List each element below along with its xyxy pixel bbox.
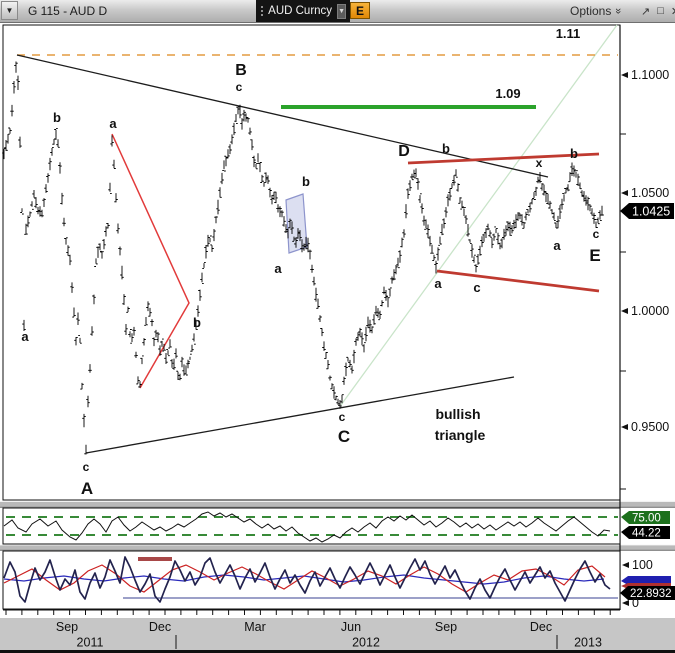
last-price-tag [620,203,674,219]
price-tick-label: 0.9500 [631,420,669,434]
month-label-Jun: Jun [341,620,361,634]
wave-annotation-a: a [434,276,442,291]
wave-annotation-c: c [339,410,346,424]
upper-triangle-trendline [16,54,549,178]
wave-annotation-c: c [236,80,243,94]
month-label-Dec: Dec [530,620,552,634]
date-axis-band [0,618,675,650]
options-label[interactable]: Options [570,4,612,18]
wave-annotation-b: b [570,146,578,161]
stoch-current-tag [620,586,675,600]
maximize-icon[interactable]: □ [657,5,664,17]
lower-triangle-trendline [85,376,515,454]
wave-annotation-x: x [536,156,543,170]
wave-annotation-C: C [338,427,350,446]
price-tick-label: 1.0500 [631,186,669,200]
year-label-2012: 2012 [352,636,380,650]
price-tick-arrow [621,308,628,314]
wave-annotation-b: b [302,174,310,189]
security-selector[interactable]: AUD Curncy ▼ [256,0,350,22]
wave-annotation-c: c [83,460,90,474]
rsi-current-tag-label: 44.22 [632,528,661,540]
panel-separator[interactable] [0,500,675,509]
wave-annotation-b: b [193,315,201,330]
upper-red-trendline [407,152,600,165]
options-chevron-icon[interactable]: » [612,7,625,15]
stoch-blue-tag [621,576,671,585]
title-bar: ▼ G 115 - AUD D AUD Curncy ▼ E Options »… [0,0,675,23]
rsi-panel[interactable] [2,507,621,545]
year-label-2011: 2011 [77,636,104,650]
year-label-2013: 2013 [574,636,602,650]
wave-annotation-a: a [553,238,561,253]
options-menu[interactable]: Options » [570,0,625,22]
stoch-current-label: 22.8932 [630,588,672,600]
price-tick-label: 1.0000 [631,304,669,318]
wave-annotation-1.11: 1.11 [556,26,581,41]
security-dropdown-icon[interactable]: ▼ [337,3,346,19]
pale-green-projection-line [340,24,618,406]
wave-annotation-1.09: 1.09 [495,86,520,101]
wave-annotation-E: E [589,246,600,265]
date-tick-strip [3,610,620,618]
price-tick-arrow [621,72,628,78]
rsi-current-tag [621,526,670,539]
stoch-top-tick [622,562,629,568]
price-tick-arrow [621,424,628,430]
wave-annotation-a: a [274,261,282,276]
rsi-line [3,511,611,543]
wave-annotation-b: b [53,110,61,125]
month-label-Sep: Sep [56,620,78,634]
price-ohlc-bars [2,61,604,455]
rsi-upper-tag-label: 75.00 [632,513,661,525]
window-title: G 115 - AUD D [28,4,108,18]
window-menu-dropdown-button[interactable]: ▼ [1,1,18,20]
wave-annotation-c: c [473,280,480,295]
wave-annotation-triangle: triangle [435,427,486,443]
wave-annotation-c: c [593,227,600,241]
price-tick-label: 1.1000 [631,68,669,82]
stoch-top-label: 100 [632,558,653,572]
wave-annotation-A: A [81,479,93,498]
lower-red-trendline [436,269,600,293]
wave-annotation-b: b [442,141,450,156]
edit-mode-button[interactable]: E [350,2,370,19]
wave-annotation-a: a [109,116,117,131]
stoch-k-line [3,556,611,603]
panel-separator[interactable] [0,544,675,551]
close-icon[interactable]: ✕ [671,5,675,18]
last-price-label: 1.0425 [632,205,670,219]
month-label-Dec: Dec [149,620,171,634]
wave-annotation-B: B [235,62,247,79]
stoch-bottom-label: 0 [632,596,639,610]
stoch-signal-red-line [3,564,606,593]
month-label-Mar: Mar [244,620,266,634]
wave-annotation-bullish: bullish [435,406,480,422]
window-buttons: ↗ □ ✕ [641,0,675,22]
wave-annotation-a: a [21,329,29,344]
window-bottom-border [0,650,675,653]
price-tick-arrow [621,190,628,196]
popout-icon[interactable]: ↗ [641,5,651,18]
rsi-upper-tag [621,511,670,524]
drag-grip-icon[interactable] [260,5,264,17]
stoch-bottom-tick [622,600,629,606]
red-zigzag-a-b [111,133,190,389]
month-label-Sep: Sep [435,620,457,634]
security-name[interactable]: AUD Curncy [268,5,333,17]
wave-annotation-D: D [398,143,410,160]
